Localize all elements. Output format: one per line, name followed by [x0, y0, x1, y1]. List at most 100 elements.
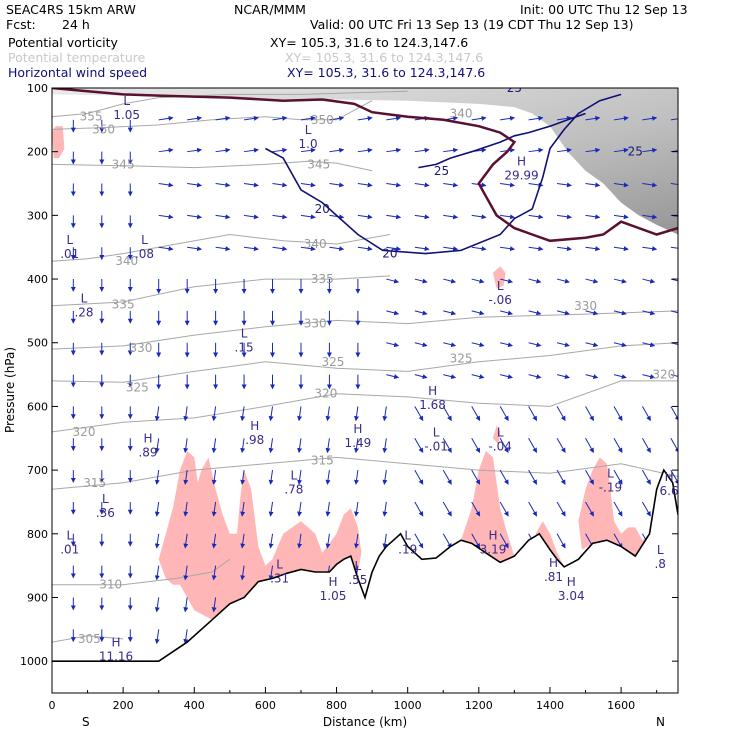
wind-vector — [268, 501, 274, 517]
wind-vector — [556, 214, 572, 220]
extremum-kind-label: H — [112, 635, 121, 649]
wind-vector — [585, 374, 599, 380]
wind-vector — [187, 246, 203, 252]
extremum-value-label: -.19 — [599, 481, 622, 495]
wind-vector — [158, 115, 174, 121]
extremum-kind-label: H — [428, 384, 437, 398]
wind-vector — [471, 246, 487, 252]
legend-pv-xy: XY= 105.3, 31.6 to 124.3,147.6 — [270, 35, 469, 50]
wind-vector — [500, 182, 516, 188]
wind-vector — [325, 470, 331, 485]
wind-vector — [500, 246, 516, 252]
x-tick-label: 200 — [113, 699, 134, 712]
extremum-kind-label: H — [517, 155, 526, 169]
wind-vector — [442, 533, 452, 549]
wind-vector — [613, 438, 623, 454]
y-tick-label: 700 — [27, 464, 48, 477]
wind-vector — [500, 374, 514, 380]
wind-vector — [357, 115, 373, 121]
wind-vector — [442, 406, 452, 422]
wind-vector — [556, 533, 566, 549]
wind-vector — [240, 565, 246, 581]
wind-vector — [471, 278, 485, 284]
wind-vector — [670, 374, 678, 377]
org-label: NCAR/MMM — [234, 2, 306, 17]
wind-vector — [386, 310, 400, 316]
extremum-value-label: 29.99 — [504, 169, 538, 183]
wind-vector — [183, 501, 189, 517]
wind-vector — [211, 501, 217, 517]
extremum-value-label: .8 — [654, 557, 665, 571]
wind-vector — [386, 246, 402, 252]
extremum-value-label: .98 — [245, 433, 264, 447]
wind-vector — [471, 469, 481, 485]
wind-vector — [268, 565, 274, 581]
wind-vector — [442, 501, 452, 517]
terrain-line — [52, 468, 678, 663]
theta-contour-310 — [52, 558, 231, 586]
wind-vector — [354, 406, 359, 422]
wind-vector — [414, 310, 428, 316]
pv-contour-line — [52, 88, 678, 243]
wind-vector — [585, 310, 599, 316]
wind-vector — [443, 214, 459, 220]
wind-vector — [443, 182, 459, 188]
wind-vector — [240, 501, 246, 517]
wind-vector — [414, 342, 428, 348]
extremum-kind-label: L — [102, 492, 109, 506]
wind-vector — [325, 501, 331, 517]
wind-vector — [154, 470, 160, 485]
extremum-value-label: 1.05 — [320, 589, 347, 603]
wind-vector — [528, 214, 544, 220]
wind-vector — [268, 533, 274, 549]
wind-vector — [187, 147, 203, 153]
pv-positive-area — [535, 521, 565, 567]
wind-speed-label: 25 — [507, 81, 522, 95]
wind-vector — [187, 115, 203, 121]
wind-vector — [642, 278, 656, 284]
wind-vector — [158, 182, 174, 188]
x-axis-label: Distance (km) — [323, 715, 407, 729]
wind-vector — [471, 214, 487, 220]
wind-vector — [187, 182, 203, 188]
theta-label: 310 — [99, 578, 122, 592]
wind-vector — [471, 501, 481, 517]
wind-vector — [354, 533, 359, 549]
theta-label: 350 — [311, 113, 334, 127]
wind-vector — [325, 438, 331, 454]
extremum-value-label: 11.16 — [99, 649, 133, 663]
wind-vector — [154, 501, 160, 517]
wind-vector — [297, 501, 303, 517]
model-title: SEAC4RS 15km ARW — [6, 2, 136, 17]
wind-vector — [556, 246, 572, 252]
wind-vector — [528, 278, 542, 284]
wind-vector — [585, 115, 601, 121]
wind-vector — [215, 115, 231, 121]
pv-positive-area — [158, 451, 362, 620]
extremum-kind-label: H — [250, 419, 259, 433]
wind-vector — [642, 310, 656, 316]
wind-vector — [585, 342, 599, 348]
wind-vector — [215, 246, 231, 252]
wind-vector — [211, 533, 217, 549]
wind-contour-25 — [418, 112, 586, 169]
wind-vector — [272, 246, 288, 252]
wind-vector — [613, 342, 627, 348]
wind-vector — [613, 147, 629, 153]
wind-vector — [354, 501, 359, 517]
wind-vector — [154, 406, 160, 422]
y-tick-label: 400 — [27, 273, 48, 286]
wind-vector — [642, 214, 658, 220]
wind-vector — [386, 115, 402, 121]
theta-label: 330 — [129, 341, 152, 355]
wind-vector — [382, 470, 388, 485]
theta-label: 350 — [92, 122, 115, 136]
extremum-value-label: 1.05 — [113, 108, 140, 122]
wind-vector — [613, 501, 623, 517]
extremum-kind-label: L — [404, 528, 411, 542]
theta-label: 315 — [83, 476, 106, 490]
theta-contour-305 — [52, 635, 124, 643]
theta-label: 340 — [115, 254, 138, 268]
wind-vector — [442, 438, 452, 454]
y-tick-label: 200 — [27, 146, 48, 159]
